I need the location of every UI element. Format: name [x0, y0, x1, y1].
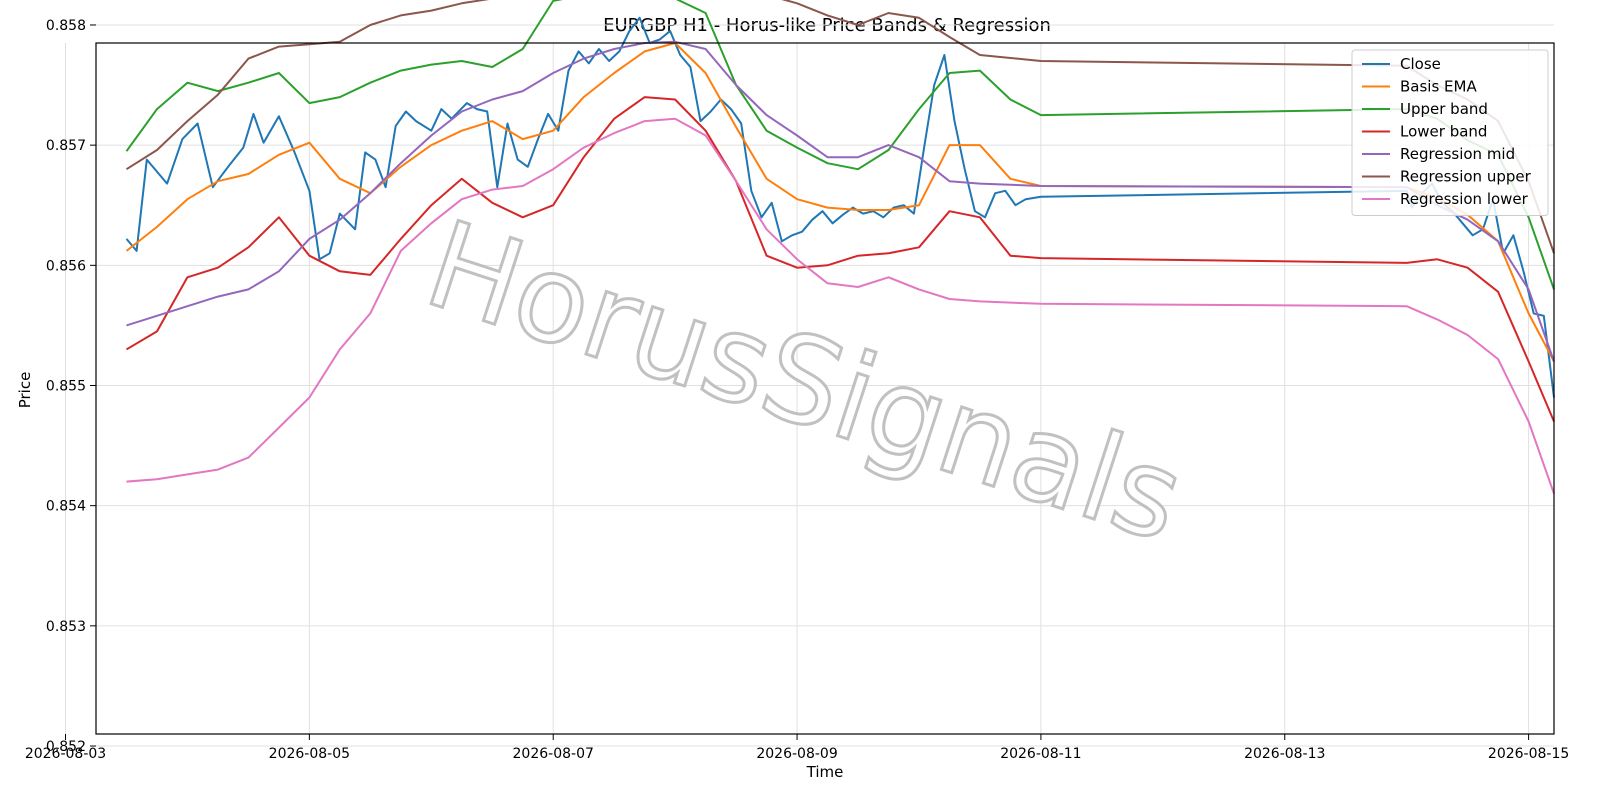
y-axis-label: Price	[16, 372, 34, 409]
legend-label-regression-mid: Regression mid	[1400, 145, 1515, 163]
x-tick-label: 2026-08-09	[756, 746, 837, 762]
series-line-regression-upper	[125, 0, 1555, 254]
x-tick-label: 2026-08-15	[1488, 746, 1569, 762]
series-line-upper-band	[125, 0, 1555, 290]
x-tick-label: 2026-08-07	[513, 746, 594, 762]
x-axis-label: Time	[806, 763, 844, 781]
legend-box	[1351, 49, 1549, 216]
ticks: 2026-08-03 2026-08-05 2026-08-07 2026-08-09…	[25, 18, 1569, 762]
legend-label-regression-upper: Regression upper	[1400, 168, 1532, 186]
x-tick-label: 2026-08-11	[1000, 746, 1081, 762]
grid	[65, 24, 1554, 747]
x-tick-label: 2026-08-05	[269, 746, 350, 762]
y-tick-label: 0.853	[46, 619, 86, 635]
legend-label-close: Close	[1400, 55, 1441, 73]
series-line-lower-band	[125, 96, 1555, 422]
y-tick-label: 0.854	[46, 499, 86, 515]
legend-label-upper-band: Upper band	[1400, 100, 1488, 118]
y-tick-label: 0.855	[46, 378, 86, 394]
y-tick-label: 0.852	[46, 739, 86, 755]
series-line-regression-lower	[126, 117, 1555, 495]
legend-label-basis-ema: Basis EMA	[1400, 78, 1477, 96]
legend-label-lower-band: Lower band	[1400, 123, 1487, 141]
legend-label-regression-lower: Regression lower	[1400, 190, 1529, 208]
series-line-close	[125, 16, 1555, 398]
y-tick-label: 0.857	[46, 138, 86, 154]
x-tick-label: 2026-08-03	[25, 746, 106, 762]
plot-frame	[95, 42, 1555, 735]
x-tick-label: 2026-08-13	[1244, 746, 1325, 762]
legend: Close Basis EMA Upper band Lower band Regres…	[1351, 49, 1549, 216]
y-tick-label: 0.856	[46, 258, 86, 274]
y-tick-label: 0.858	[46, 18, 86, 34]
